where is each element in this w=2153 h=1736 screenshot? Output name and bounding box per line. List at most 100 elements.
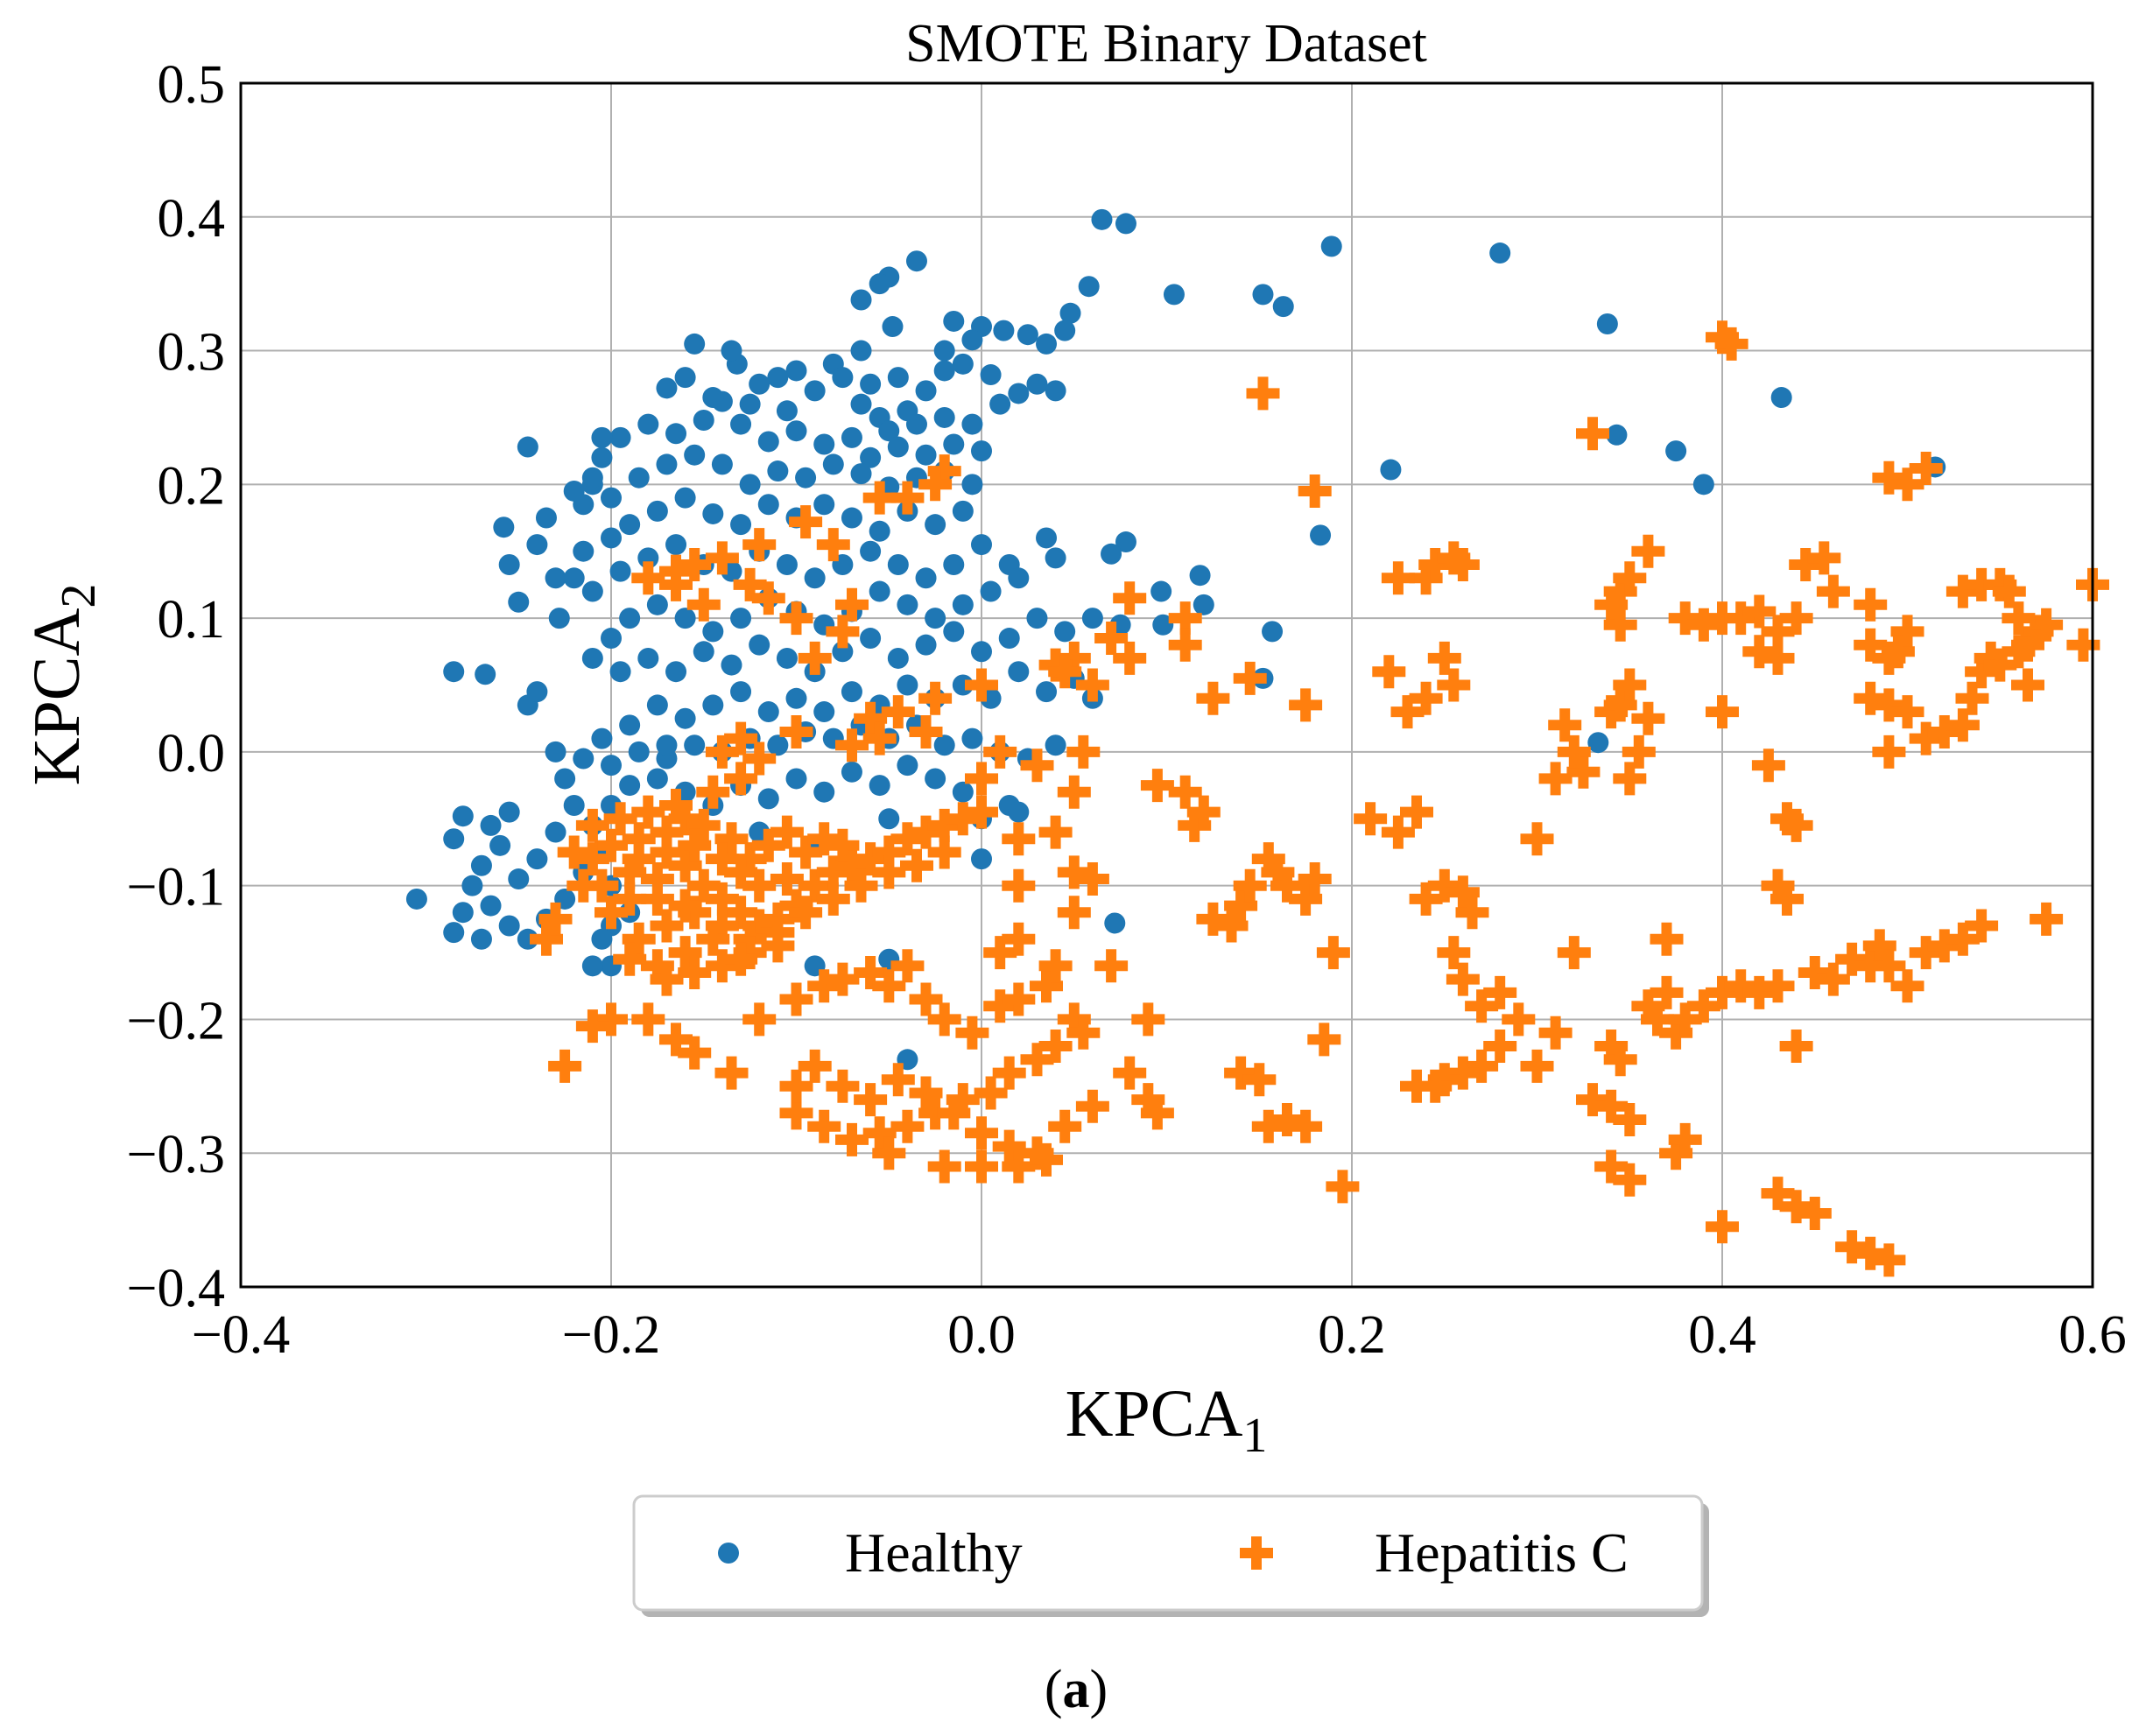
point-hepatitis-c bbox=[1668, 601, 1702, 636]
point-healthy bbox=[684, 444, 706, 466]
legend-healthy-marker bbox=[718, 1543, 739, 1564]
point-healthy bbox=[609, 426, 631, 448]
point-healthy bbox=[887, 647, 909, 669]
point-hepatitis-c bbox=[1724, 601, 1758, 636]
point-hepatitis-c bbox=[640, 949, 674, 983]
point-healthy bbox=[925, 768, 946, 790]
point-hepatitis-c bbox=[1168, 775, 1202, 809]
point-healthy bbox=[702, 503, 724, 524]
point-hepatitis-c bbox=[724, 942, 758, 976]
point-healthy bbox=[548, 608, 570, 629]
point-healthy bbox=[563, 480, 585, 502]
point-hepatitis-c bbox=[733, 842, 767, 876]
point-hepatitis-c bbox=[872, 1136, 906, 1170]
point-hepatitis-c bbox=[992, 1129, 1026, 1163]
point-hepatitis-c bbox=[1927, 715, 1961, 749]
point-healthy bbox=[850, 289, 872, 311]
point-healthy bbox=[1310, 524, 1332, 546]
point-healthy bbox=[1115, 531, 1136, 553]
point-hepatitis-c bbox=[1020, 749, 1054, 783]
point-hepatitis-c bbox=[1613, 561, 1647, 595]
point-hepatitis-c bbox=[1326, 1170, 1360, 1204]
point-hepatitis-c bbox=[1057, 896, 1091, 930]
point-hepatitis-c bbox=[603, 802, 637, 836]
point-healthy bbox=[601, 755, 622, 777]
point-hepatitis-c bbox=[678, 828, 712, 862]
point-hepatitis-c bbox=[1594, 587, 1629, 622]
point-hepatitis-c bbox=[862, 481, 897, 515]
point-hepatitis-c bbox=[1113, 1056, 1147, 1090]
point-healthy bbox=[545, 821, 566, 843]
point-hepatitis-c bbox=[622, 922, 656, 956]
point-healthy bbox=[674, 707, 696, 729]
point-hepatitis-c bbox=[1251, 842, 1285, 876]
point-hepatitis-c bbox=[631, 795, 665, 829]
point-hepatitis-c bbox=[1246, 376, 1280, 411]
y-tick-label: 0.4 bbox=[158, 189, 226, 249]
point-healthy bbox=[887, 367, 909, 389]
point-hepatitis-c bbox=[1659, 1016, 1693, 1050]
point-hepatitis-c bbox=[1603, 1043, 1637, 1077]
point-hepatitis-c bbox=[872, 855, 906, 889]
point-hepatitis-c bbox=[1779, 1030, 1813, 1063]
point-hepatitis-c bbox=[1594, 1089, 1629, 1123]
point-healthy bbox=[730, 413, 752, 435]
y-tick-label: 0.1 bbox=[158, 590, 226, 650]
point-hepatitis-c bbox=[1048, 1109, 1082, 1143]
point-hepatitis-c bbox=[1186, 795, 1221, 829]
point-hepatitis-c bbox=[1631, 701, 1665, 735]
point-hepatitis-c bbox=[1002, 982, 1036, 1016]
point-healthy bbox=[841, 761, 862, 783]
point-healthy bbox=[841, 681, 862, 703]
point-healthy bbox=[619, 514, 641, 536]
point-hepatitis-c bbox=[650, 815, 684, 849]
point-hepatitis-c bbox=[1066, 1016, 1101, 1050]
point-healthy bbox=[925, 608, 946, 629]
point-hepatitis-c bbox=[1020, 1136, 1054, 1170]
point-hepatitis-c bbox=[640, 862, 674, 896]
point-hepatitis-c bbox=[733, 567, 767, 601]
y-axis-label-main: KPCA bbox=[20, 608, 94, 786]
point-hepatitis-c bbox=[983, 989, 1017, 1023]
point-healthy bbox=[943, 621, 965, 643]
point-healthy bbox=[1045, 547, 1066, 569]
point-hepatitis-c bbox=[678, 1036, 712, 1070]
point-hepatitis-c bbox=[1881, 635, 1915, 669]
point-healthy bbox=[767, 367, 789, 389]
point-hepatitis-c bbox=[1020, 1043, 1054, 1077]
point-healthy bbox=[489, 834, 511, 856]
point-hepatitis-c bbox=[530, 922, 563, 956]
point-hepatitis-c bbox=[1418, 1069, 1453, 1103]
point-hepatitis-c bbox=[1622, 734, 1656, 769]
point-healthy bbox=[1596, 313, 1618, 334]
point-hepatitis-c bbox=[770, 815, 804, 849]
point-healthy bbox=[869, 273, 890, 295]
point-healthy bbox=[637, 647, 659, 669]
point-hepatitis-c bbox=[1242, 1063, 1277, 1097]
point-healthy bbox=[915, 567, 937, 589]
point-hepatitis-c bbox=[1576, 417, 1609, 451]
point-healthy bbox=[813, 701, 835, 723]
point-hepatitis-c bbox=[2011, 668, 2044, 702]
point-healthy bbox=[573, 540, 595, 562]
point-hepatitis-c bbox=[1686, 608, 1720, 642]
x-tick-label: 0.6 bbox=[2058, 1305, 2127, 1365]
point-healthy bbox=[1054, 320, 1076, 341]
point-hepatitis-c bbox=[918, 467, 953, 502]
point-hepatitis-c bbox=[965, 762, 998, 796]
point-healthy bbox=[684, 734, 706, 756]
point-healthy bbox=[887, 436, 909, 458]
point-healthy bbox=[563, 795, 585, 816]
point-hepatitis-c bbox=[862, 721, 897, 756]
point-healthy bbox=[646, 500, 668, 522]
point-hepatitis-c bbox=[1038, 648, 1073, 682]
point-hepatitis-c bbox=[844, 868, 878, 903]
point-healthy bbox=[878, 420, 900, 442]
point-hepatitis-c bbox=[937, 1096, 971, 1130]
y-tick-label: −0.4 bbox=[127, 1259, 225, 1318]
point-hepatitis-c bbox=[724, 896, 758, 930]
point-hepatitis-c bbox=[881, 1063, 915, 1097]
point-hepatitis-c bbox=[1594, 1149, 1629, 1184]
point-healthy bbox=[498, 801, 520, 823]
point-hepatitis-c bbox=[909, 1076, 943, 1110]
